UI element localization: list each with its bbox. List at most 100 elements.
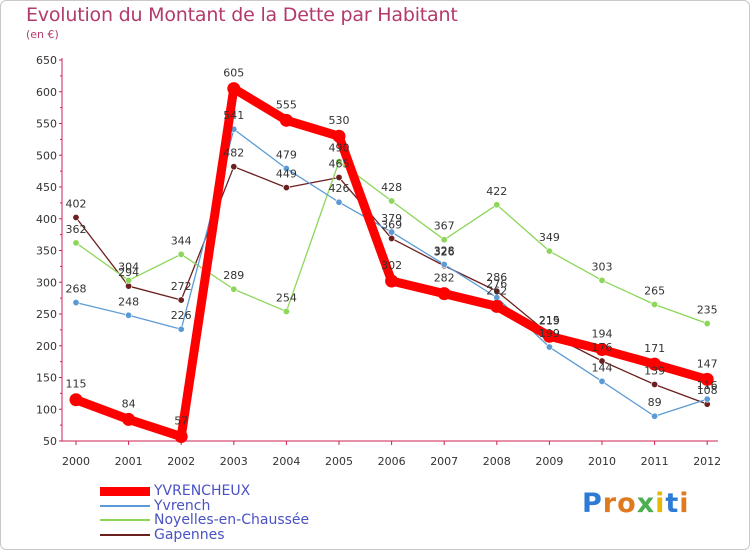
y-tick-label: 500 [36, 149, 57, 162]
series-point [335, 158, 343, 166]
data-label: 84 [122, 397, 136, 410]
series-point [595, 343, 609, 357]
series-point [177, 250, 185, 258]
data-label: 116 [697, 379, 718, 392]
x-tick-label: 2005 [325, 455, 353, 468]
x-tick-label: 2003 [220, 455, 248, 468]
x-tick-label: 2004 [272, 455, 300, 468]
x-tick-label: 2000 [62, 455, 90, 468]
series-point [122, 412, 136, 426]
series-point [125, 311, 133, 319]
data-label: 235 [697, 304, 718, 317]
y-tick-label: 100 [36, 403, 57, 416]
data-label: 482 [223, 147, 244, 160]
data-label: 268 [66, 283, 87, 296]
series-point [125, 276, 133, 284]
series-point [490, 299, 504, 313]
legend-label: YVRENCHEUX [154, 483, 251, 500]
data-label: 402 [66, 197, 87, 210]
data-label: 369 [381, 218, 402, 231]
y-tick-label: 250 [36, 308, 57, 321]
series-point [72, 299, 80, 307]
data-label: 144 [592, 361, 613, 374]
axes: 50 100 150 200 250 300 350 400 450 500 550 600 650 20… [36, 54, 721, 468]
series-point [703, 320, 711, 328]
series-point [177, 296, 185, 304]
series-point [72, 239, 80, 247]
chart-title: Evolution du Montant de la Dette par Hab… [26, 4, 458, 26]
data-label: 289 [223, 269, 244, 282]
data-labels: 402 294 272 482 449 465 369 326 286 219 176 139 108 3… [66, 67, 718, 428]
data-label: 276 [486, 277, 507, 290]
data-label: 349 [539, 231, 560, 244]
data-label: 541 [223, 109, 244, 122]
line-chart: 50 100 150 200 250 300 350 400 450 500 550 600 650 20… [36, 54, 721, 468]
data-label: 286 [486, 271, 507, 284]
chart-subtitle: (en €) [26, 28, 59, 41]
series-point [282, 165, 290, 173]
x-tick-label: 2006 [378, 455, 406, 468]
series-point [440, 236, 448, 244]
series-point [545, 247, 553, 255]
data-label: 379 [381, 212, 402, 225]
series-point [542, 329, 556, 343]
data-label: 555 [276, 98, 297, 111]
series-point [230, 285, 238, 293]
data-label: 265 [644, 284, 665, 297]
logo-letter: t [665, 488, 680, 519]
data-label: 530 [329, 114, 350, 127]
legend-swatch-yvrench [100, 504, 150, 507]
data-label: 362 [66, 223, 87, 236]
y-tick-label: 150 [36, 372, 57, 385]
series-point [598, 357, 606, 365]
series-point [651, 380, 659, 388]
data-label: 344 [171, 234, 192, 247]
data-label: 465 [329, 157, 350, 170]
legend-swatch-yvrencheux [100, 486, 150, 496]
y-tick-label: 300 [36, 276, 57, 289]
x-tick-label: 2011 [641, 455, 669, 468]
series-point [385, 274, 399, 288]
data-label: 108 [697, 384, 718, 397]
legend-item-gapennes: Gapennes [100, 528, 309, 543]
data-label: 89 [648, 396, 662, 409]
y-tick-label: 50 [43, 435, 57, 448]
data-label: 194 [592, 328, 613, 341]
series-point [332, 129, 346, 143]
legend-label: Noyelles-en-Chaussée [154, 512, 310, 529]
data-label: 272 [171, 280, 192, 293]
data-label: 294 [118, 266, 139, 279]
legend: YVRENCHEUX Yvrench Noyelles-en-Chaussée … [100, 484, 309, 542]
logo-letter: o [617, 488, 637, 519]
data-label: 326 [434, 246, 455, 259]
series-point [230, 163, 238, 171]
series-point [388, 228, 396, 236]
data-label: 262 [486, 284, 507, 297]
y-tick-label: 450 [36, 181, 57, 194]
data-label: 226 [171, 309, 192, 322]
y-tick-label: 550 [36, 118, 57, 131]
data-label: 422 [486, 185, 507, 198]
logo-letter: i [679, 488, 690, 519]
series-point [703, 395, 711, 403]
x-tick-label: 2002 [167, 455, 195, 468]
series-point [279, 113, 293, 127]
data-label: 219 [539, 314, 560, 327]
series-point [437, 287, 451, 301]
series-point [282, 184, 290, 192]
series-point [174, 430, 188, 444]
legend-swatch-gapennes [100, 533, 150, 536]
series-point [545, 343, 553, 351]
data-label: 479 [276, 149, 297, 162]
data-label: 147 [697, 357, 718, 370]
series-point [69, 393, 83, 407]
data-label: 302 [381, 259, 402, 272]
data-label: 367 [434, 220, 455, 233]
data-label: 171 [644, 342, 665, 355]
series-point [335, 198, 343, 206]
series-point [227, 82, 241, 96]
legend-swatch-noyelles [100, 519, 150, 522]
data-label: 254 [276, 291, 297, 304]
series-point [335, 173, 343, 181]
